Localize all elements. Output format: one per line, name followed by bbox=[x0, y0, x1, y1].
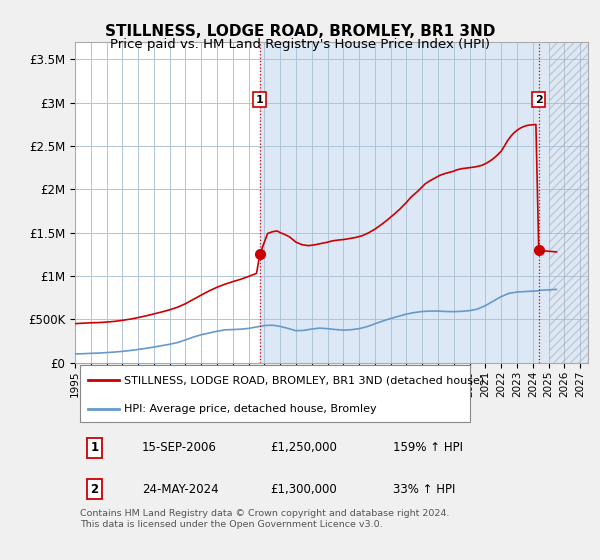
Text: 2: 2 bbox=[535, 95, 542, 105]
Text: £1,250,000: £1,250,000 bbox=[270, 441, 337, 454]
Text: 24-MAY-2024: 24-MAY-2024 bbox=[142, 483, 218, 496]
Text: £1,300,000: £1,300,000 bbox=[270, 483, 337, 496]
Text: 159% ↑ HPI: 159% ↑ HPI bbox=[393, 441, 463, 454]
Bar bbox=[548, 42, 588, 363]
Bar bbox=[260, 42, 548, 363]
Text: STILLNESS, LODGE ROAD, BROMLEY, BR1 3ND (detached house): STILLNESS, LODGE ROAD, BROMLEY, BR1 3ND … bbox=[124, 375, 484, 385]
Text: Contains HM Land Registry data © Crown copyright and database right 2024.
This d: Contains HM Land Registry data © Crown c… bbox=[80, 510, 449, 529]
Text: 2: 2 bbox=[91, 483, 98, 496]
Text: 33% ↑ HPI: 33% ↑ HPI bbox=[393, 483, 455, 496]
FancyBboxPatch shape bbox=[80, 365, 470, 422]
Text: 1: 1 bbox=[91, 441, 98, 454]
Text: 1: 1 bbox=[256, 95, 264, 105]
Text: Price paid vs. HM Land Registry's House Price Index (HPI): Price paid vs. HM Land Registry's House … bbox=[110, 38, 490, 50]
Bar bbox=[548, 42, 588, 363]
Text: HPI: Average price, detached house, Bromley: HPI: Average price, detached house, Brom… bbox=[124, 404, 376, 413]
Text: 15-SEP-2006: 15-SEP-2006 bbox=[142, 441, 217, 454]
Text: STILLNESS, LODGE ROAD, BROMLEY, BR1 3ND: STILLNESS, LODGE ROAD, BROMLEY, BR1 3ND bbox=[105, 24, 495, 39]
